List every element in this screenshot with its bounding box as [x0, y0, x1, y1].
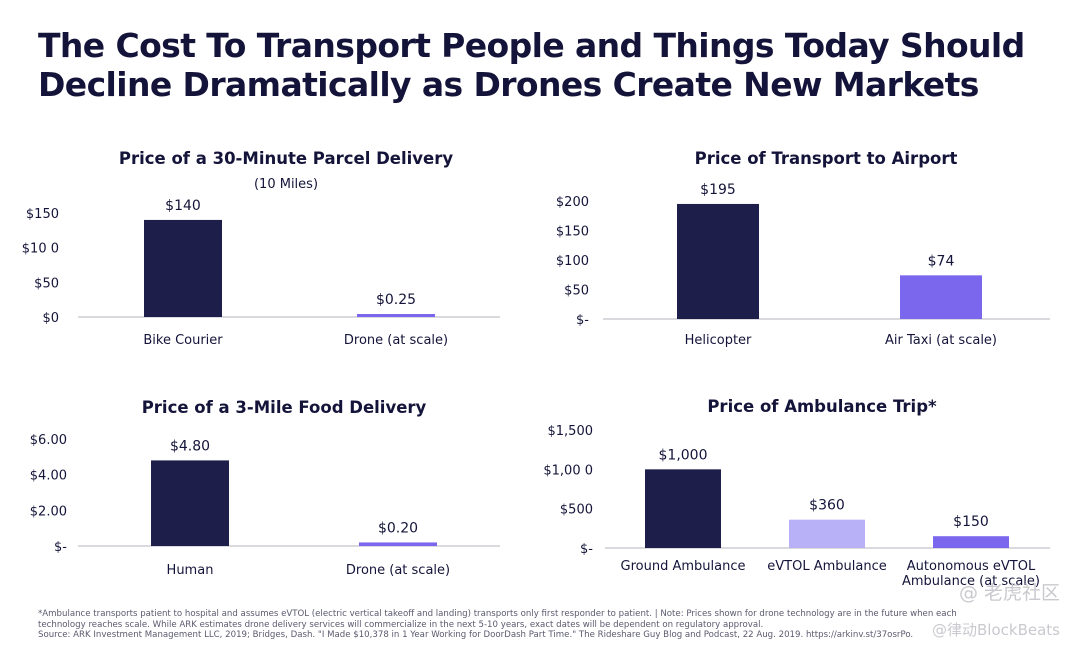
bar [789, 519, 865, 548]
y-tick-label: $4.00 [30, 469, 67, 484]
bar [151, 460, 229, 546]
data-label: $150 [953, 514, 989, 530]
category-label: Autonomous eVTOL [907, 559, 1036, 574]
category-label: Ground Ambulance [621, 559, 746, 574]
bar [900, 275, 982, 319]
y-tick-label: $- [576, 313, 589, 328]
y-tick-label: $- [580, 542, 593, 557]
data-label: $4.80 [170, 438, 210, 454]
watermark-blockbeats: @律动BlockBeats [932, 621, 1060, 639]
category-label: Ambulance (at scale) [902, 574, 1040, 589]
data-label: $74 [928, 253, 955, 269]
chart-title: Price of Transport to Airport [695, 149, 958, 168]
footnote-line-2: technology reaches scale. While ARK esti… [38, 619, 764, 630]
bar [645, 469, 721, 548]
data-label: $140 [165, 198, 201, 214]
y-tick-label: $50 [564, 284, 589, 299]
source-line: Source: ARK Investment Management LLC, 2… [38, 630, 914, 640]
data-label: $195 [700, 182, 736, 198]
bar [357, 314, 435, 317]
data-label: $0.20 [378, 520, 418, 536]
bar [144, 219, 222, 317]
headline-line-2: Decline Dramatically as Drones Create Ne… [38, 65, 979, 104]
category-label: eVTOL Ambulance [767, 559, 886, 574]
chart-title: Price of a 30-Minute Parcel Delivery [119, 149, 454, 168]
bar [933, 536, 1009, 548]
bar [677, 203, 759, 319]
category-label: Helicopter [685, 333, 752, 348]
bar [359, 542, 437, 546]
category-label: Drone (at scale) [344, 333, 448, 348]
y-tick-label: $500 [560, 503, 593, 518]
category-label: Bike Courier [143, 333, 223, 348]
headline: The Cost To Transport People and Things … [38, 26, 1048, 104]
chart-subtitle: (10 Miles) [254, 177, 318, 192]
y-tick-label: $50 [34, 276, 59, 291]
data-label: $360 [809, 498, 845, 514]
y-tick-label: $2.00 [30, 504, 67, 519]
y-tick-label: $150 [26, 207, 59, 222]
y-tick-label: $1,00 0 [543, 463, 593, 478]
y-tick-label: $100 [556, 254, 589, 269]
headline-line-1: The Cost To Transport People and Things … [38, 26, 1025, 65]
category-label: Human [167, 563, 214, 578]
footnote-line-1: *Ambulance transports patient to hospita… [38, 609, 957, 619]
category-label: Drone (at scale) [346, 563, 450, 578]
chart-title: Price of Ambulance Trip* [707, 397, 937, 416]
y-tick-label: $200 [556, 195, 589, 210]
data-label: $0.25 [376, 292, 416, 308]
chart-title: Price of a 3-Mile Food Delivery [142, 398, 427, 417]
data-label: $1,000 [659, 447, 708, 463]
y-tick-label: $- [54, 540, 67, 555]
y-tick-label: $1,500 [548, 424, 594, 439]
footnote: *Ambulance transports patient to hospita… [38, 609, 1068, 641]
y-tick-label: $10 0 [22, 242, 59, 257]
y-tick-label: $6.00 [30, 433, 67, 448]
watermark-community: @ 老虎社区 [958, 582, 1060, 604]
category-label: Air Taxi (at scale) [885, 333, 997, 348]
y-tick-label: $0 [42, 311, 59, 326]
y-tick-label: $150 [556, 225, 589, 240]
